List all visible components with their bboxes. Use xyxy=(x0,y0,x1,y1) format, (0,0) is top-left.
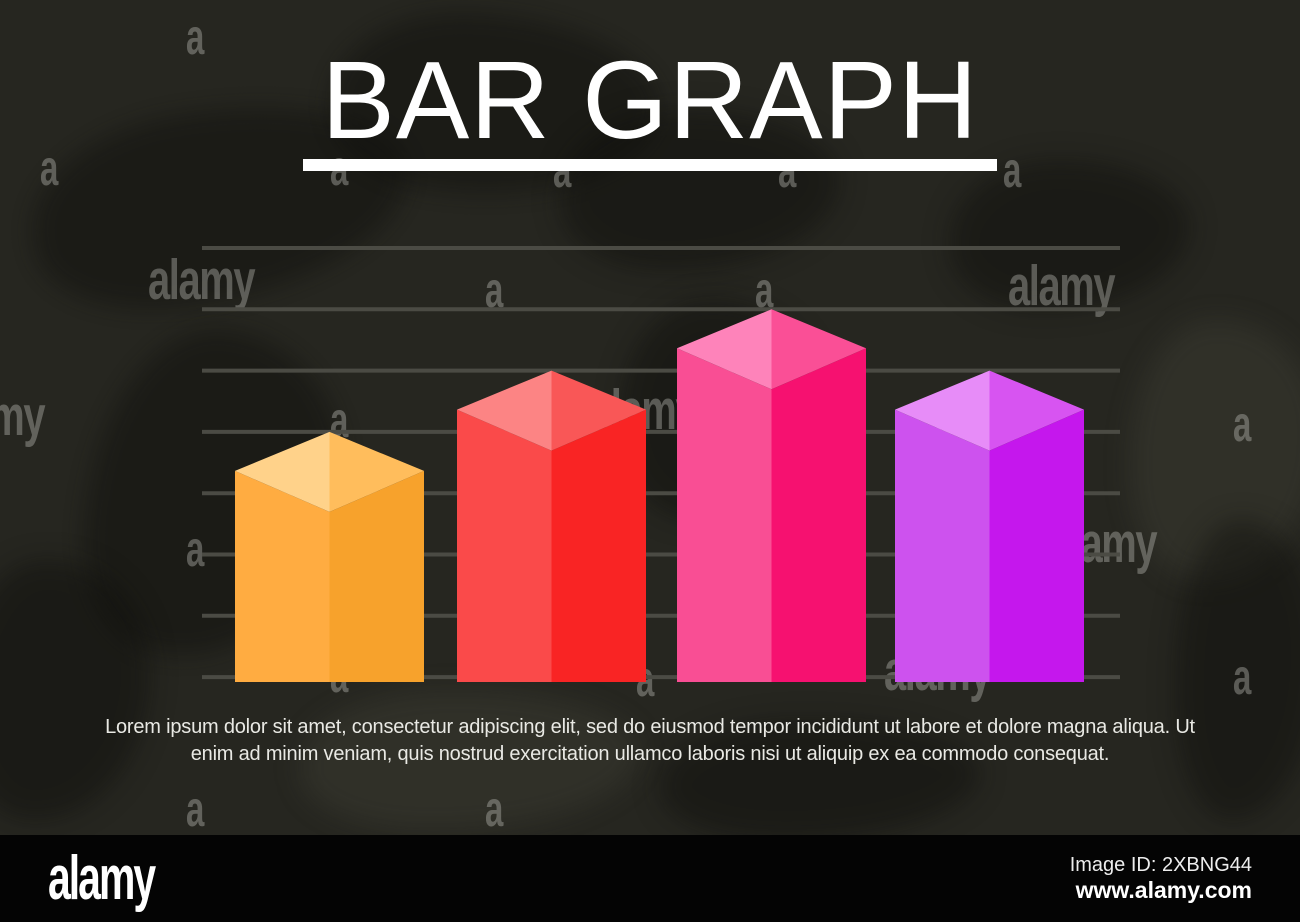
bar-pink-column xyxy=(677,309,866,682)
map-blob xyxy=(1175,520,1300,820)
top-left-face xyxy=(457,370,552,451)
top-right-face xyxy=(329,431,424,512)
top-right-face xyxy=(551,370,646,451)
page-title: BAR GRAPH xyxy=(321,39,979,162)
bar-orange-column xyxy=(235,431,424,682)
body-left-face xyxy=(235,470,330,682)
image-id-text: Image ID: 2XBNG44 xyxy=(1069,854,1252,876)
body-right-face xyxy=(771,348,866,682)
body-right-face xyxy=(551,409,646,682)
description-text: Lorem ipsum dolor sit amet, consectetur … xyxy=(0,714,1300,768)
top-left-face xyxy=(235,431,330,512)
website-text: www.alamy.com xyxy=(1075,877,1252,903)
body-left-face xyxy=(895,409,990,682)
bar-purple-column xyxy=(895,370,1084,682)
body-right-face xyxy=(329,470,424,682)
description-line-2: enim ad minim veniam, quis nostrud exerc… xyxy=(190,743,1110,765)
description-line-1: Lorem ipsum dolor sit amet, consectetur … xyxy=(105,716,1195,738)
body-right-face xyxy=(989,409,1084,682)
title-underline xyxy=(303,159,997,171)
body-left-face xyxy=(457,409,552,682)
body-left-face xyxy=(677,348,772,682)
bar-red-column xyxy=(457,370,646,682)
alamy-logo: alamy xyxy=(48,843,156,913)
top-left-face xyxy=(677,309,772,390)
watermark-footer-bar: alamy Image ID: 2XBNG44 www.alamy.com xyxy=(0,835,1300,922)
map-blob xyxy=(1130,320,1300,580)
top-left-face xyxy=(895,370,990,451)
top-right-face xyxy=(989,370,1084,451)
top-right-face xyxy=(771,309,866,390)
footer-info: Image ID: 2XBNG44 www.alamy.com xyxy=(1070,853,1252,904)
